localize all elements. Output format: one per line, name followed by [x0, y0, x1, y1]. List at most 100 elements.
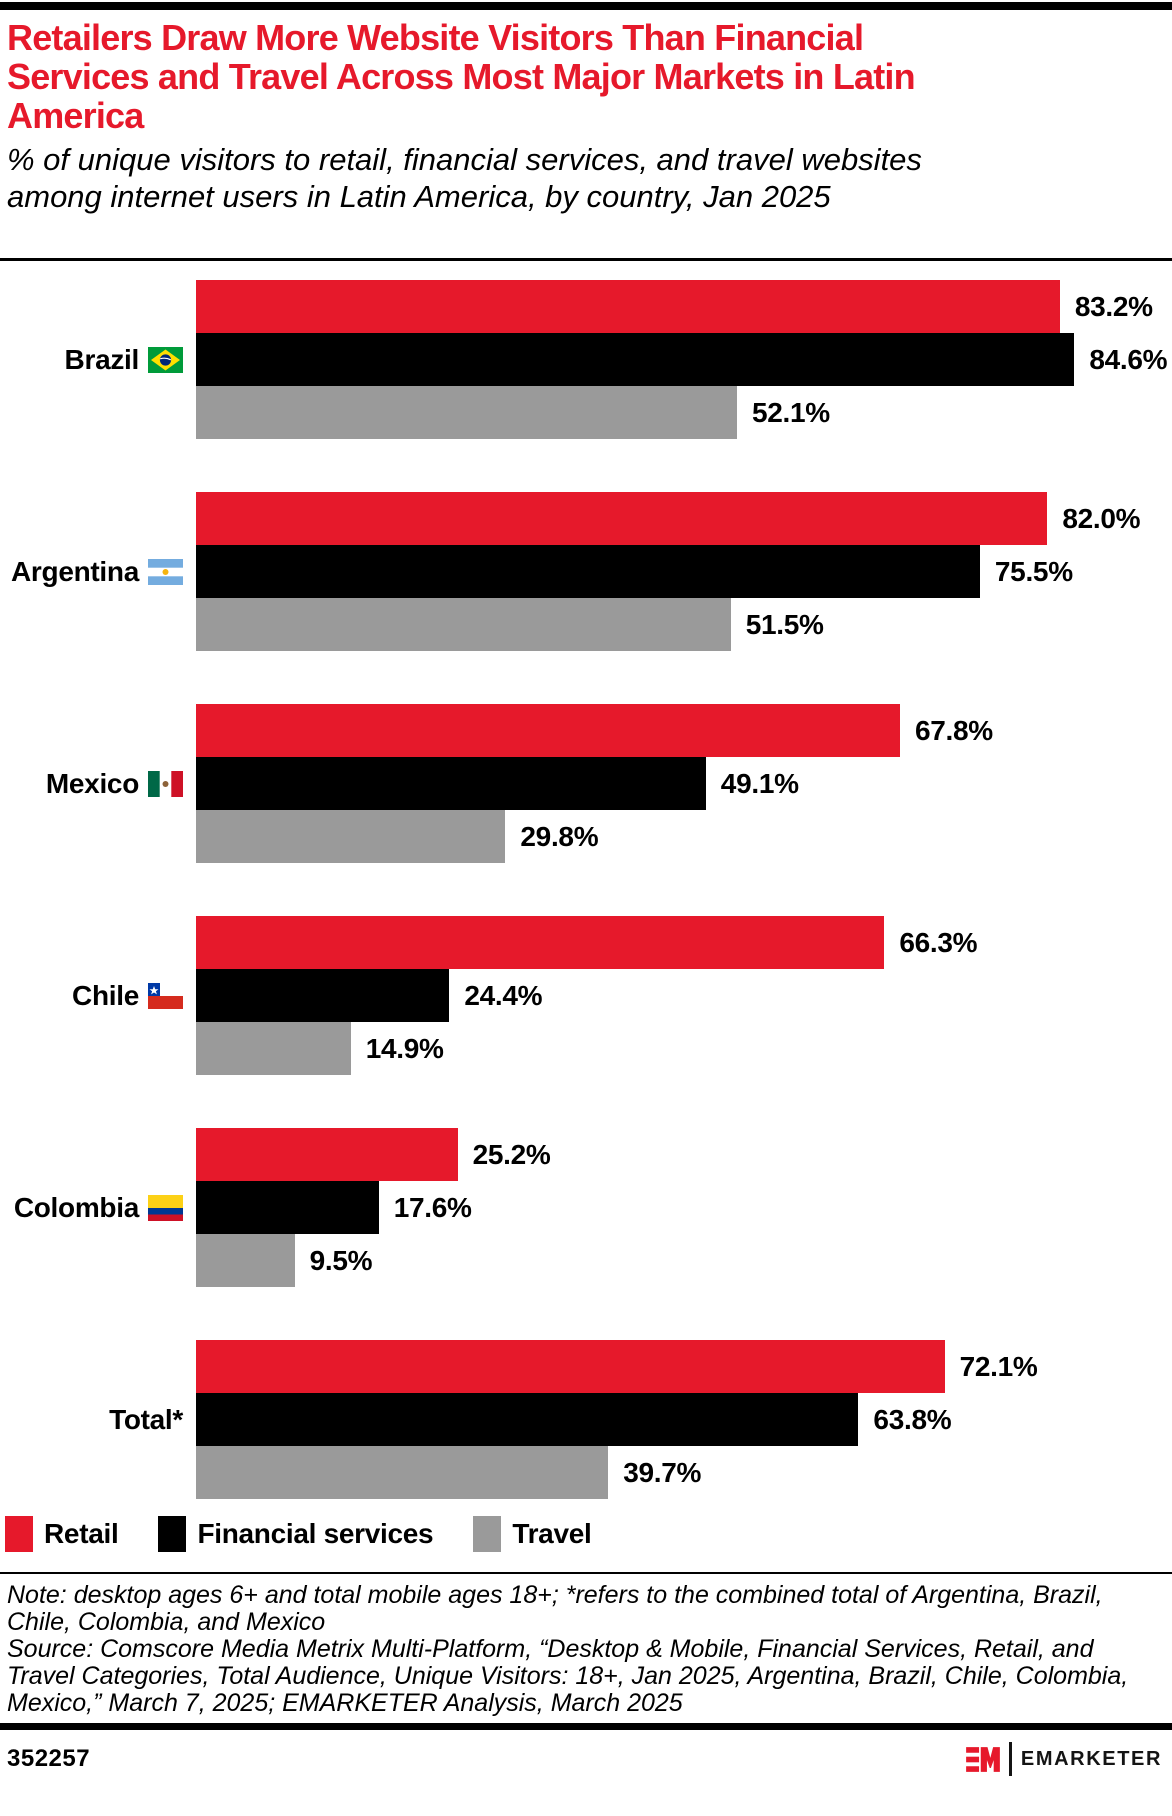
country-name: Argentina [11, 555, 139, 587]
chart-row-mexico: Mexico 67.8% 49.1% 29.8% [0, 704, 1172, 863]
note-text: Note: desktop ages 6+ and total mobile a… [7, 1581, 1103, 1636]
bar-line-retail: 72.1% [196, 1340, 1172, 1393]
chile-flag-icon [148, 982, 183, 1009]
colombia-flag-icon [148, 1194, 183, 1221]
bar-retail-mexico [196, 704, 900, 757]
bar-line-travel: 51.5% [196, 598, 1172, 651]
bar-financialservices-argentina [196, 545, 980, 598]
bar-line-travel: 52.1% [196, 386, 1172, 439]
legend-swatch-financialservices [158, 1516, 187, 1552]
bar-retail-brazil [196, 280, 1060, 333]
page-title: Retailers Draw More Website Visitors Tha… [7, 17, 916, 136]
bar-travel-argentina [196, 598, 731, 651]
bar-line-retail: 25.2% [196, 1128, 1172, 1181]
bar-line-financialservices: 84.6% [196, 333, 1172, 386]
value-label: 9.5% [309, 1244, 373, 1276]
legend-item-financialservices: Financial services [158, 1516, 434, 1552]
bar-retail-colombia [196, 1128, 458, 1181]
bar-line-travel: 29.8% [196, 810, 1172, 863]
bars-group: 72.1% 63.8% 39.7% [196, 1340, 1172, 1499]
legend-swatch-travel [473, 1516, 502, 1552]
country-name: Mexico [45, 767, 139, 799]
bars-group: 66.3% 24.4% 14.9% [196, 916, 1172, 1075]
value-label: 49.1% [720, 767, 799, 799]
bar-financialservices-chile [196, 969, 450, 1022]
argentina-flag-icon [148, 558, 183, 585]
value-label: 52.1% [751, 396, 830, 428]
value-label: 67.8% [914, 714, 993, 746]
emarketer-logo: EMARKETER [966, 1742, 1162, 1776]
bar-retail-argentina [196, 492, 1048, 545]
bar-financialservices-colombia [196, 1181, 379, 1234]
country-name: Chile [72, 979, 139, 1011]
value-label: 39.7% [623, 1456, 702, 1488]
country-name: Brazil [64, 343, 140, 375]
bars-group: 83.2% 84.6% 52.1% [196, 280, 1172, 439]
value-label: 83.2% [1074, 290, 1153, 322]
value-label: 25.2% [472, 1138, 551, 1170]
bar-financialservices-brazil [196, 333, 1075, 386]
footer: 352257 EMARKETER [7, 1742, 1162, 1776]
country-label-total: Total* [0, 1404, 196, 1436]
notes-divider [0, 1572, 1172, 1574]
bar-travel-colombia [196, 1234, 295, 1287]
chart-row-argentina: Argentina 82.0% 75.5% 51.5% [0, 492, 1172, 651]
bar-line-financialservices: 63.8% [196, 1393, 1172, 1446]
country-label-colombia: Colombia [0, 1192, 196, 1224]
country-label-chile: Chile [0, 980, 196, 1012]
bar-travel-total [196, 1446, 609, 1499]
chart-row-colombia: Colombia 25.2% 17.6% 9.5% [0, 1128, 1172, 1287]
chart-row-total: Total* 72.1% 63.8% 39.7% [0, 1340, 1172, 1499]
bar-line-financialservices: 17.6% [196, 1181, 1172, 1234]
bar-line-retail: 82.0% [196, 492, 1172, 545]
bar-line-financialservices: 49.1% [196, 757, 1172, 810]
bar-travel-mexico [196, 810, 506, 863]
bars-group: 67.8% 49.1% 29.8% [196, 704, 1172, 863]
bars-group: 25.2% 17.6% 9.5% [196, 1128, 1172, 1287]
country-name: Colombia [13, 1191, 139, 1223]
source-text: Source: Comscore Media Metrix Multi-Plat… [7, 1635, 1129, 1717]
country-name: Total* [109, 1403, 183, 1435]
notes-block: Note: desktop ages 6+ and total mobile a… [7, 1582, 1162, 1717]
chart-row-chile: Chile 66.3% 24.4% 14.9% [0, 916, 1172, 1075]
bar-travel-chile [196, 1022, 351, 1075]
bar-line-travel: 14.9% [196, 1022, 1172, 1075]
chart-id: 352257 [7, 1745, 91, 1772]
top-black-bar [0, 2, 1172, 10]
value-label: 14.9% [365, 1032, 444, 1064]
value-label: 72.1% [959, 1350, 1038, 1382]
brand-name: EMARKETER [1020, 1747, 1162, 1770]
country-label-argentina: Argentina [0, 556, 196, 588]
mexico-flag-icon [148, 770, 183, 797]
legend-item-travel: Travel [473, 1516, 592, 1552]
country-label-brazil: Brazil [0, 344, 196, 376]
chart: Brazil 83.2% 84.6% 52.1% Argentina 82.0% 75.5%… [0, 280, 1172, 1499]
logo-separator [1008, 1742, 1012, 1776]
bar-financialservices-mexico [196, 757, 706, 810]
bar-retail-chile [196, 916, 885, 969]
value-label: 75.5% [994, 555, 1073, 587]
value-label: 51.5% [745, 608, 824, 640]
bars-group: 82.0% 75.5% 51.5% [196, 492, 1172, 651]
legend-label: Financial services [197, 1518, 434, 1549]
chart-subtitle: % of unique visitors to retail, financia… [7, 142, 922, 214]
brazil-flag-icon [148, 346, 183, 373]
bar-line-retail: 67.8% [196, 704, 1172, 757]
legend-item-retail: Retail [5, 1516, 119, 1552]
bar-line-retail: 83.2% [196, 280, 1172, 333]
chart-row-brazil: Brazil 83.2% 84.6% 52.1% [0, 280, 1172, 439]
value-label: 24.4% [464, 979, 543, 1011]
value-label: 84.6% [1089, 343, 1168, 375]
bar-line-retail: 66.3% [196, 916, 1172, 969]
legend-swatch-retail [5, 1516, 33, 1552]
bar-travel-brazil [196, 386, 737, 439]
value-label: 66.3% [899, 926, 978, 958]
bar-line-travel: 9.5% [196, 1234, 1172, 1287]
bar-line-financialservices: 24.4% [196, 969, 1172, 1022]
legend-label: Retail [44, 1518, 119, 1549]
footer-divider [0, 1723, 1172, 1730]
legend-label: Travel [512, 1518, 592, 1549]
header: Retailers Draw More Website Visitors Tha… [0, 10, 1172, 215]
country-label-mexico: Mexico [0, 768, 196, 800]
value-label: 82.0% [1062, 502, 1141, 534]
